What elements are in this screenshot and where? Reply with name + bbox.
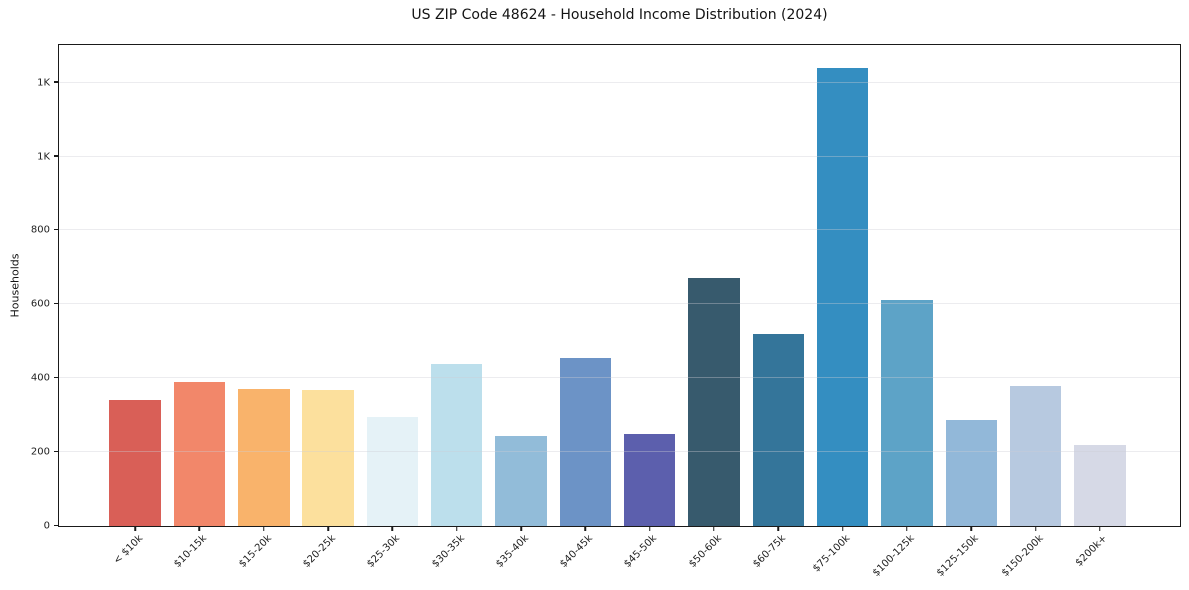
bar-$50-60k [688, 278, 740, 526]
bar-$150-200k [1009, 385, 1062, 526]
bar-slot [1003, 45, 1067, 526]
bar-< $10k [109, 399, 161, 526]
chart-title: US ZIP Code 48624 - Household Income Dis… [411, 7, 828, 23]
x-tick-mark [455, 526, 458, 531]
y-tick-label: 200 [30, 446, 50, 458]
bar-slot [360, 45, 424, 526]
bar-slot [939, 45, 1003, 526]
y-tick-label: 1K [37, 151, 50, 163]
bar-slot [232, 45, 296, 526]
y-tick-mark [54, 524, 59, 526]
x-tick-label: $40-45k [558, 533, 596, 570]
x-tick-mark [648, 526, 651, 531]
gridline [59, 451, 1180, 453]
x-tick-mark [134, 526, 136, 531]
x-tick-label: < $10k [111, 533, 145, 567]
x-tick-label: $200k+ [1073, 533, 1110, 569]
bar-$125-150k [945, 419, 997, 526]
y-tick-mark [54, 450, 59, 453]
x-tick-mark [391, 526, 394, 531]
y-tick-mark [54, 302, 59, 305]
x-tick-mark [906, 526, 908, 531]
x-tick-label: $60-75k [751, 533, 789, 570]
y-tick-label: 0 [43, 520, 50, 532]
bar-slot [746, 45, 810, 526]
x-tick-mark [1099, 526, 1101, 531]
x-tick-mark [520, 526, 522, 531]
bar-$10-15k [173, 381, 226, 526]
bar-$75-100k [816, 67, 869, 526]
y-tick-label: 1K [37, 77, 50, 89]
x-tick-label: $30-35k [429, 533, 467, 570]
y-tick-mark [54, 155, 59, 157]
bar-slot [553, 45, 617, 526]
gridline [59, 377, 1180, 379]
x-tick-label: $100-125k [870, 533, 917, 579]
x-tick-mark [777, 526, 780, 531]
x-tick-mark [584, 526, 587, 531]
x-tick-label: $75-100k [810, 533, 853, 575]
gridline [59, 303, 1180, 305]
bar-$35-40k [495, 435, 547, 526]
y-tick-label: 600 [30, 298, 50, 310]
bar-slot [618, 45, 682, 526]
y-tick-label: 400 [30, 372, 50, 384]
bar-slot [167, 45, 231, 526]
x-tick-label: $35-40k [493, 533, 531, 570]
gridline [59, 229, 1180, 231]
bar-$25-30k [366, 416, 419, 526]
x-tick-label: $125-150k [935, 533, 981, 579]
x-tick-label: $20-25k [300, 533, 338, 570]
x-tick-mark [713, 526, 715, 531]
bar-$200k+ [1074, 444, 1126, 526]
y-tick-mark [54, 376, 59, 379]
bar-slot [296, 45, 360, 526]
y-tick-mark [54, 228, 59, 231]
x-tick-label: $10-15k [172, 533, 210, 570]
x-tick-mark [1034, 526, 1037, 531]
x-tick-mark [327, 526, 329, 531]
x-tick-label: $45-50k [622, 533, 660, 570]
plot-area: 0 200 400 600 800 1K 1K < $10k $10-15k $15-20k $20… [31, 44, 1181, 579]
x-tick-label: $50-60k [686, 533, 724, 570]
bar-slot [810, 45, 874, 526]
y-axis-label: Households [6, 44, 24, 527]
bar-$30-35k [431, 364, 483, 526]
bar-$45-50k [623, 434, 676, 526]
x-tick-mark [970, 526, 972, 531]
bar-$60-75k [752, 333, 804, 526]
y-axis-label-text: Households [8, 253, 22, 318]
bar-slot [682, 45, 746, 526]
bar-slot [875, 45, 939, 526]
y-tick-mark [54, 81, 59, 83]
x-tick-label: $150-200k [999, 533, 1046, 579]
gridline [59, 81, 1180, 83]
bar-slot [103, 45, 167, 526]
bar-$20-25k [302, 390, 354, 526]
bar-$40-45k [559, 358, 612, 526]
bar-slot [489, 45, 553, 526]
bar-$100-125k [881, 300, 933, 526]
x-tick-label: $15-20k [236, 533, 274, 570]
x-tick-mark [841, 526, 844, 531]
bar-slot [425, 45, 489, 526]
x-tick-mark [263, 526, 265, 531]
bar-slot [1068, 45, 1132, 526]
gridline [59, 155, 1180, 157]
y-tick-label: 800 [30, 224, 50, 236]
x-tick-label: $25-30k [365, 533, 403, 570]
bars-container [59, 45, 1180, 526]
x-tick-mark [198, 526, 201, 531]
bar-$15-20k [238, 388, 290, 526]
